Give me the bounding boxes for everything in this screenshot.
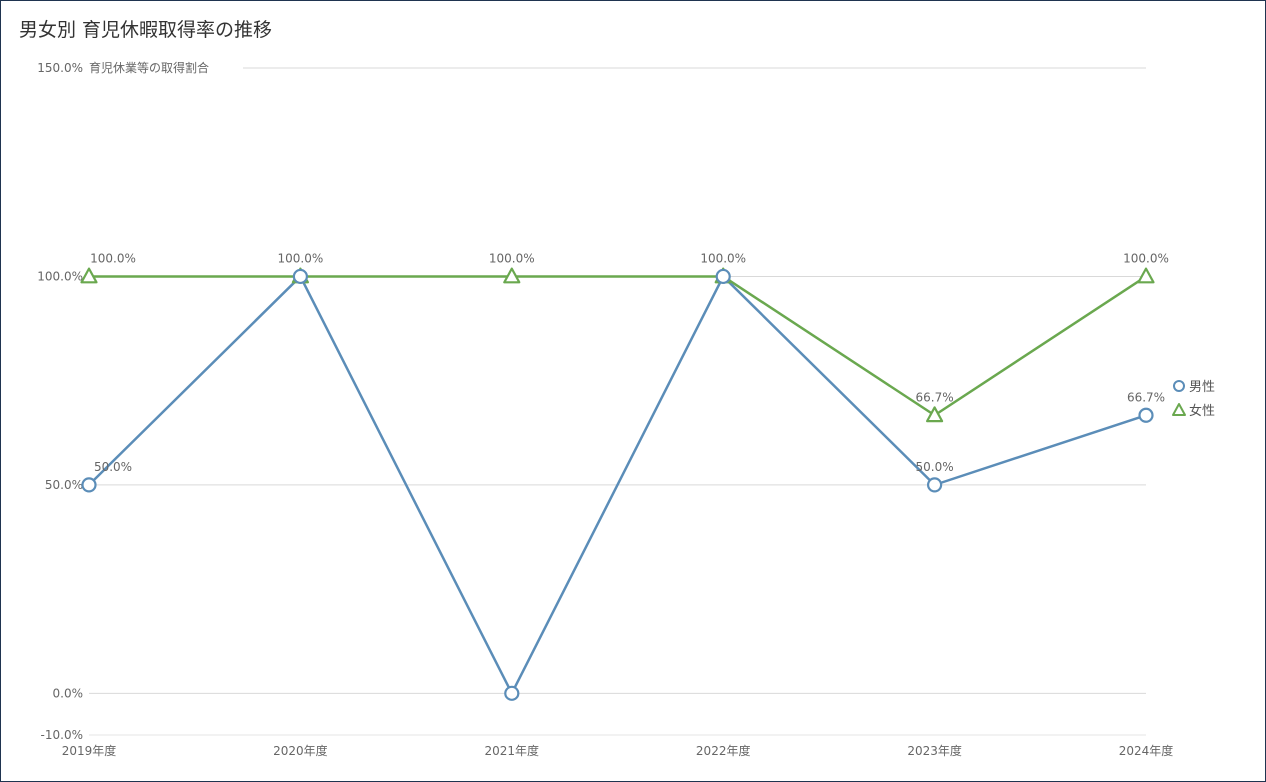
data-point-female[interactable]	[925, 406, 944, 423]
data-point-male[interactable]	[292, 268, 308, 285]
data-labels: 100.0% 100.0% 100.0% 100.0% 66.7% 100.0% 50.0%…	[90, 251, 1169, 473]
series-layer	[80, 267, 1155, 701]
data-label: 100.0%	[1123, 251, 1169, 265]
series-line-male	[88, 275, 1147, 695]
x-axis-ticks: 2019年度 2020年度 2021年度 2022年度 2023年度 2024年度	[62, 743, 1174, 758]
legend-marker-male	[1173, 380, 1185, 392]
data-point-female[interactable]	[503, 267, 521, 284]
data-label: 100.0%	[90, 251, 136, 265]
x-tick-label: 2020年度	[273, 743, 328, 758]
x-tick-label: 2024年度	[1119, 743, 1174, 758]
x-tick-label: 2019年度	[62, 743, 117, 758]
data-point-male[interactable]	[504, 685, 520, 701]
data-label: 100.0%	[278, 251, 324, 265]
y-tick-label: 0.0%	[53, 686, 84, 700]
legend-label[interactable]: 男性	[1189, 380, 1215, 395]
series-line-female	[89, 275, 1147, 417]
y-tick-label: -10.0%	[41, 728, 83, 742]
y-tick-label: 50.0%	[45, 478, 83, 492]
legend-label[interactable]: 女性	[1189, 403, 1215, 419]
data-label: 66.7%	[916, 390, 954, 404]
data-point-male[interactable]	[1138, 407, 1154, 423]
data-label: 50.0%	[94, 460, 132, 474]
data-label: 66.7%	[1127, 390, 1165, 404]
data-label: 100.0%	[700, 251, 746, 265]
grid-lines	[89, 67, 1146, 736]
data-point-male[interactable]	[715, 268, 731, 285]
legend-marker-female	[1172, 403, 1186, 416]
y-axis-label: 育児休業等の取得割合	[89, 60, 209, 75]
x-tick-label: 2022年度	[696, 743, 751, 758]
data-point-female[interactable]	[80, 267, 98, 284]
y-tick-label: 150.0%	[37, 61, 83, 75]
data-point-male[interactable]	[926, 477, 943, 493]
data-label: 100.0%	[489, 251, 535, 265]
data-label: 50.0%	[916, 460, 954, 474]
x-tick-label: 2021年度	[485, 743, 540, 758]
chart-title: 男女別 育児休暇取得率の推移	[19, 19, 273, 41]
x-tick-label: 2023年度	[907, 743, 962, 758]
y-tick-label: 100.0%	[37, 269, 83, 283]
data-point-female[interactable]	[1137, 267, 1155, 284]
y-axis-ticks: 150.0% 100.0% 50.0% 0.0% -10.0%	[37, 61, 83, 742]
data-point-male[interactable]	[81, 477, 97, 493]
